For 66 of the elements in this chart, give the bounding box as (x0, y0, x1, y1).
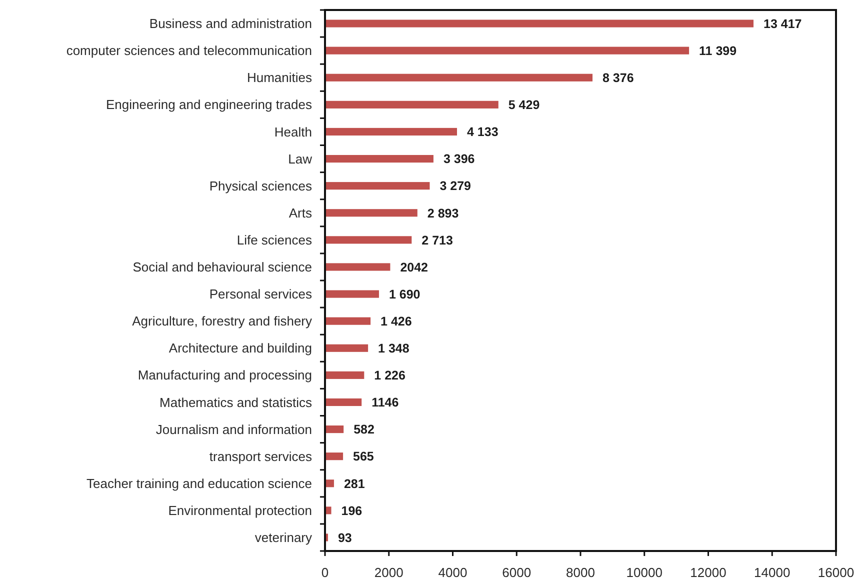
bar (325, 236, 412, 244)
data-label: 2042 (400, 260, 428, 274)
data-label: 1146 (372, 396, 399, 410)
x-tick-label: 6000 (502, 565, 532, 580)
y-tick-label: Personal services (209, 286, 312, 302)
y-tick-label: Life sciences (236, 232, 312, 248)
y-tick-label: Arts (288, 205, 312, 220)
data-label: 8 376 (602, 71, 634, 85)
bar (325, 154, 434, 163)
bar (325, 20, 754, 28)
y-tick-label: Agriculture, forestry and fishery (132, 314, 312, 329)
bar (325, 74, 593, 82)
y-tick-label: Journalism and information (156, 422, 312, 437)
data-label: 3 279 (440, 179, 472, 194)
data-label: 5 429 (508, 98, 540, 112)
data-label: 1 348 (378, 342, 410, 356)
bar (325, 128, 457, 136)
y-tick-label: Mathematics and statistics (160, 394, 312, 410)
y-tick-label: Law (288, 151, 313, 166)
y-tick-label: computer sciences and telecommunication (66, 43, 312, 58)
x-tick-label: 0 (321, 565, 329, 580)
bar (325, 344, 368, 352)
x-tick-label: 8000 (566, 565, 595, 580)
x-tick-label: 14000 (754, 565, 790, 580)
data-label: 2 893 (427, 206, 459, 220)
data-label: 565 (353, 450, 374, 464)
data-label: 1 690 (388, 287, 420, 302)
bar (325, 317, 371, 325)
y-tick-label: Physical sciences (209, 178, 312, 194)
data-label: 4 133 (467, 125, 498, 140)
y-tick-label: transport services (209, 448, 312, 464)
data-label: 93 (338, 530, 352, 545)
data-label: 582 (354, 422, 374, 437)
x-tick-label: 12000 (690, 565, 726, 580)
y-tick-label: Teacher training and education science (86, 476, 312, 491)
x-tick-label: 10000 (626, 565, 662, 580)
data-label: 1 426 (380, 314, 412, 328)
bar (325, 263, 390, 271)
bar (325, 290, 379, 298)
y-tick-label: Engineering and engineering trades (106, 97, 312, 112)
y-tick-label: veterinary (254, 530, 312, 546)
y-tick-label: Social and behavioural science (132, 260, 312, 275)
data-label: 11 399 (699, 44, 737, 58)
bar (325, 398, 362, 406)
data-label: 1 226 (374, 368, 406, 383)
y-tick-label: Environmental protection (168, 502, 312, 518)
data-label: 3 396 (443, 152, 475, 166)
bar (325, 425, 344, 434)
data-label: 196 (341, 504, 362, 518)
y-tick-label: Humanities (246, 70, 312, 86)
bar (325, 182, 430, 190)
y-tick-label: Business and administration (149, 16, 312, 32)
y-tick-label: Manufacturing and processing (138, 368, 312, 383)
data-label: 2 713 (422, 233, 453, 248)
y-tick-label: Health (274, 124, 312, 140)
bar (325, 209, 418, 217)
data-label: 281 (344, 476, 365, 491)
bar (325, 100, 498, 108)
bar (325, 452, 344, 460)
data-label: 13 417 (764, 16, 802, 31)
x-tick-label: 2000 (374, 565, 404, 580)
y-tick-label: Architecture and building (168, 340, 312, 356)
bar (325, 46, 690, 54)
x-tick-label: 4000 (438, 565, 468, 580)
x-tick-label: 16000 (818, 565, 854, 580)
bar (325, 371, 364, 379)
